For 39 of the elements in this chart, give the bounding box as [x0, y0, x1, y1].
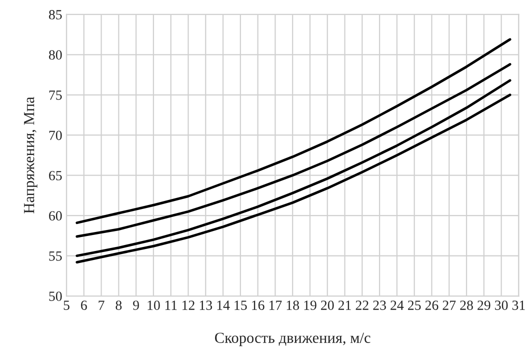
- y-tick-label: 85: [48, 10, 62, 20]
- x-tick-label: 7: [98, 300, 104, 310]
- y-tick-label: 75: [49, 90, 62, 100]
- x-tick-label: 22: [356, 300, 368, 310]
- x-tick-label: 19: [304, 300, 316, 310]
- x-tick-label: 12: [182, 300, 194, 310]
- x-tick-label: 10: [148, 300, 160, 310]
- x-tick-label: 28: [460, 300, 473, 310]
- x-tick-label: 6: [81, 300, 87, 310]
- x-tick-label: 31: [512, 300, 525, 310]
- x-tick-label: 15: [234, 300, 247, 310]
- y-tick-label: 70: [49, 130, 62, 140]
- x-tick-label: 27: [442, 300, 456, 310]
- line-series: [76, 63, 512, 238]
- x-tick-label: 29: [478, 300, 490, 310]
- x-tick-label: 9: [133, 300, 139, 310]
- x-axis-title: Скорость движения, м/с: [215, 332, 370, 346]
- x-tick-label: 5: [64, 300, 70, 310]
- y-tick-label: 50: [49, 292, 62, 301]
- y-tick-label: 60: [49, 211, 62, 221]
- x-tick-label: 11: [165, 300, 177, 310]
- x-tick-label: 23: [373, 300, 386, 310]
- line-series: [76, 38, 512, 224]
- x-tick-label: 21: [338, 300, 351, 310]
- x-tick-label: 25: [408, 300, 421, 310]
- x-tick-label: 8: [116, 300, 122, 310]
- y-tick-label: 65: [49, 170, 62, 180]
- x-tick-label: 16: [252, 300, 264, 310]
- x-tick-label: 20: [321, 300, 334, 310]
- x-tick-label: 24: [390, 300, 404, 310]
- x-tick-label: 26: [425, 300, 438, 310]
- y-tick-label: 55: [49, 252, 62, 261]
- x-tick-label: 18: [286, 300, 300, 310]
- x-tick-label: 17: [269, 300, 282, 310]
- y-tick-label: 80: [48, 50, 62, 60]
- x-tick-label: 13: [200, 300, 212, 310]
- x-tick-label: 14: [217, 300, 230, 310]
- x-tick-label: 30: [495, 300, 508, 310]
- y-axis-title: Напряжения, Мпа: [24, 96, 38, 214]
